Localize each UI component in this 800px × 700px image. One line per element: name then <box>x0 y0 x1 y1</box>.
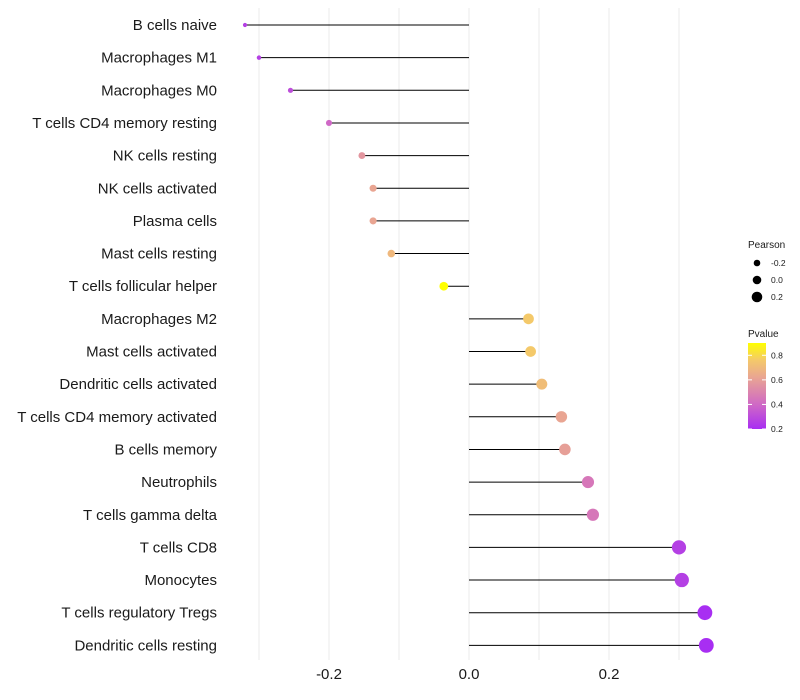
colorbar-label: 0.4 <box>771 399 783 409</box>
y-axis-label: B cells memory <box>114 441 217 458</box>
size-legend-label: -0.2 <box>771 258 786 268</box>
grid-lines <box>258 8 680 660</box>
pearson-size-legend: Pearson -0.2 0.0 0.2 <box>748 240 786 303</box>
x-axis-labels: -0.2 0.0 0.2 <box>316 666 619 683</box>
colorbar-label: 0.8 <box>771 350 783 360</box>
y-axis-label: Mast cells resting <box>101 246 217 263</box>
pvalue-legend-title: Pvalue <box>748 329 779 340</box>
lollipop-point <box>671 540 687 555</box>
size-legend-dot <box>752 275 762 285</box>
y-axis-label: T cells gamma delta <box>83 507 218 524</box>
size-legend-dot <box>753 259 761 267</box>
pearson-legend-title: Pearson <box>748 240 785 251</box>
lollipop-point <box>536 378 548 390</box>
lollipop-point <box>525 346 536 357</box>
y-axis-label: Macrophages M1 <box>101 50 217 67</box>
lollipop-point <box>697 605 713 621</box>
y-axis-label: Monocytes <box>144 572 217 589</box>
y-axis-label: Dendritic cells activated <box>59 376 217 393</box>
y-axis-label: Mast cells activated <box>86 344 217 361</box>
y-axis-label: NK cells resting <box>113 148 217 165</box>
colorbar-label: 0.6 <box>771 375 783 385</box>
lollipop-point <box>325 119 333 127</box>
lollipop-point <box>287 87 294 93</box>
lollipop-point <box>439 281 449 291</box>
y-axis-label: Plasma cells <box>133 213 217 230</box>
lollipop-point <box>256 55 262 60</box>
data-layer <box>242 22 714 653</box>
lollipop-point <box>387 249 396 258</box>
lollipop-point <box>674 572 689 588</box>
y-axis-label: Macrophages M2 <box>101 311 217 328</box>
y-axis-label: B cells naive <box>133 17 217 34</box>
pvalue-color-legend: Pvalue 0.8 0.6 0.4 0.2 <box>748 329 783 434</box>
y-axis-label: Neutrophils <box>141 474 217 491</box>
size-legend-label: 0.2 <box>771 292 783 302</box>
y-axis-label: Dendritic cells resting <box>74 637 217 654</box>
lollipop-point <box>555 411 568 423</box>
colorbar-label: 0.2 <box>771 424 783 434</box>
lollipop-point <box>581 476 595 489</box>
y-axis-label: T cells CD4 memory activated <box>17 409 217 426</box>
pvalue-colorbar <box>748 343 766 429</box>
y-axis-label: Macrophages M0 <box>101 82 217 99</box>
y-axis-label: NK cells activated <box>98 180 217 197</box>
x-tick-label: 0.0 <box>459 666 480 683</box>
size-legend-label: 0.0 <box>771 275 783 285</box>
x-tick-label: -0.2 <box>316 666 342 683</box>
lollipop-point <box>369 217 377 225</box>
lollipop-point <box>242 22 248 28</box>
lollipop-point <box>523 313 534 325</box>
lollipop-point <box>586 508 600 521</box>
lollipop-point <box>369 184 377 192</box>
size-legend-dot <box>751 291 763 303</box>
lollipop-point <box>698 637 714 653</box>
y-axis-labels: B cells naive Macrophages M1 Macrophages M… <box>17 17 217 654</box>
lollipop-point <box>358 152 366 160</box>
y-axis-label: T cells CD4 memory resting <box>32 115 217 132</box>
y-axis-label: T cells regulatory Tregs <box>61 605 217 622</box>
x-tick-label: 0.2 <box>599 666 620 683</box>
y-axis-label: T cells follicular helper <box>69 278 217 295</box>
y-axis-label: T cells CD8 <box>140 539 217 556</box>
lollipop-point <box>559 443 571 456</box>
